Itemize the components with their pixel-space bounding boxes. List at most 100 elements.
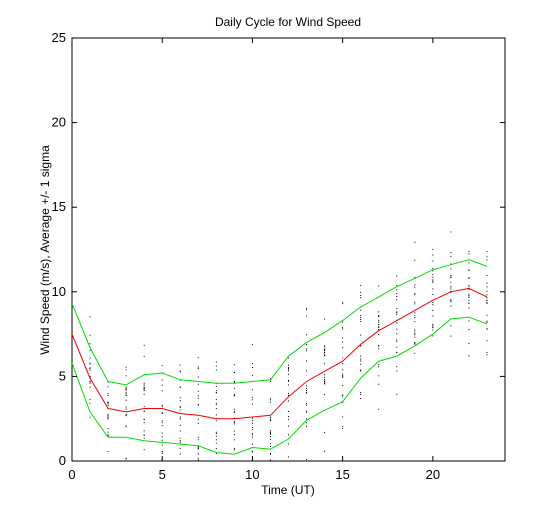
observation-point <box>215 420 217 422</box>
series-group <box>71 259 488 455</box>
observation-point <box>107 393 109 395</box>
observation-point <box>143 434 145 436</box>
observation-point <box>468 355 470 357</box>
chart-title: Daily Cycle for Wind Speed <box>215 15 361 29</box>
observation-point <box>197 459 199 461</box>
observation-point <box>71 311 73 313</box>
observation-point <box>432 279 434 281</box>
observation-point <box>269 446 271 448</box>
observation-point <box>107 401 109 403</box>
observation-point <box>89 357 91 359</box>
observation-point <box>89 380 91 382</box>
observation-point <box>414 342 416 344</box>
observation-point <box>125 457 127 459</box>
observation-point <box>306 425 308 427</box>
observation-point <box>269 435 271 437</box>
observation-point <box>342 373 344 375</box>
observation-point <box>215 365 217 367</box>
observation-point <box>360 318 362 320</box>
observation-point <box>450 300 452 302</box>
observation-point <box>288 368 289 370</box>
observation-point <box>486 314 488 316</box>
observation-point <box>179 453 181 455</box>
observation-point <box>378 345 380 347</box>
observation-point <box>360 392 362 394</box>
observation-point <box>251 422 253 424</box>
observation-point <box>89 399 91 401</box>
observation-point <box>360 285 362 287</box>
observation-point <box>468 288 470 290</box>
observation-point <box>179 407 181 409</box>
observation-point <box>269 439 271 441</box>
observation-point <box>342 375 344 377</box>
observation-point <box>233 434 235 436</box>
observation-point <box>450 252 452 254</box>
observation-point <box>306 404 308 406</box>
observation-point <box>468 300 470 302</box>
observation-point <box>360 355 362 357</box>
observation-point <box>161 436 163 438</box>
observation-point <box>233 417 235 419</box>
observation-point <box>251 417 253 419</box>
observation-point <box>396 285 398 287</box>
observation-point <box>486 290 488 292</box>
observation-point <box>486 320 488 322</box>
observation-point <box>450 275 452 277</box>
observation-point <box>269 416 271 418</box>
observation-point <box>71 352 73 354</box>
observation-point <box>215 431 217 433</box>
observation-point <box>107 395 109 397</box>
observation-point <box>378 408 380 410</box>
observation-point <box>197 422 199 424</box>
observation-point <box>360 358 362 360</box>
observation-point <box>414 315 416 317</box>
observation-point <box>486 302 488 304</box>
observation-point <box>215 439 217 441</box>
observation-point <box>342 363 344 365</box>
observation-point <box>288 364 289 366</box>
observation-point <box>161 425 163 427</box>
observation-point <box>288 410 289 412</box>
observation-point <box>179 386 181 388</box>
observation-point <box>251 344 253 346</box>
observation-point <box>143 449 145 451</box>
observation-point <box>125 426 127 428</box>
observation-point <box>324 354 326 356</box>
observation-point <box>269 432 271 434</box>
observation-point <box>342 327 344 329</box>
observation-point <box>143 388 145 390</box>
observation-point <box>450 300 452 302</box>
observation-point <box>396 333 398 335</box>
y-tick-label: 15 <box>52 199 66 214</box>
observation-point <box>89 349 91 351</box>
observation-point <box>288 419 289 421</box>
observation-point <box>269 418 271 420</box>
observation-point <box>450 281 452 283</box>
observation-point <box>107 386 109 388</box>
observation-point <box>378 324 380 326</box>
observation-point <box>486 351 488 353</box>
observation-point <box>107 404 109 406</box>
observation-point <box>342 357 344 359</box>
observation-point <box>414 284 416 286</box>
observation-point <box>143 386 145 388</box>
observation-point <box>197 446 199 448</box>
observation-point <box>215 399 217 401</box>
observation-point <box>486 300 488 302</box>
observation-point <box>414 317 416 319</box>
observation-point <box>251 367 253 369</box>
observation-point <box>215 452 217 454</box>
observation-point <box>378 321 380 323</box>
observation-point <box>233 381 235 383</box>
observation-point <box>486 302 488 304</box>
observation-point <box>125 425 127 427</box>
observation-point <box>251 420 253 422</box>
observation-point <box>306 308 308 310</box>
x-tick-label: 10 <box>245 467 259 482</box>
observation-point <box>288 368 289 370</box>
observation-point <box>432 304 434 306</box>
observation-point <box>179 371 181 373</box>
observation-point <box>396 346 398 348</box>
observation-point <box>450 288 452 290</box>
observation-point <box>450 305 452 307</box>
